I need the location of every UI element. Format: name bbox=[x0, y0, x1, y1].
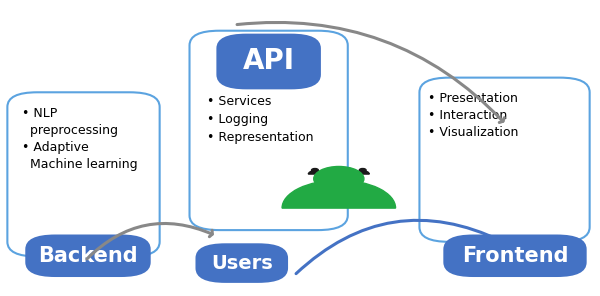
FancyBboxPatch shape bbox=[217, 34, 321, 89]
FancyBboxPatch shape bbox=[196, 243, 288, 283]
FancyBboxPatch shape bbox=[7, 92, 160, 257]
Wedge shape bbox=[282, 180, 395, 208]
Circle shape bbox=[359, 168, 366, 172]
Circle shape bbox=[314, 166, 364, 191]
Wedge shape bbox=[356, 171, 369, 174]
FancyBboxPatch shape bbox=[443, 234, 587, 277]
FancyBboxPatch shape bbox=[190, 31, 348, 230]
Text: • Presentation
• Interaction
• Visualization: • Presentation • Interaction • Visualiza… bbox=[428, 92, 519, 139]
Text: • Services
• Logging
• Representation: • Services • Logging • Representation bbox=[208, 95, 314, 144]
Text: API: API bbox=[242, 47, 295, 75]
Text: Frontend: Frontend bbox=[462, 246, 568, 266]
Wedge shape bbox=[308, 171, 322, 174]
Text: Backend: Backend bbox=[38, 246, 138, 266]
FancyBboxPatch shape bbox=[25, 234, 151, 277]
Text: Users: Users bbox=[211, 254, 272, 273]
Text: • NLP
  preprocessing
• Adaptive
  Machine learning: • NLP preprocessing • Adaptive Machine l… bbox=[22, 107, 138, 171]
Circle shape bbox=[311, 168, 319, 172]
FancyBboxPatch shape bbox=[419, 78, 590, 242]
